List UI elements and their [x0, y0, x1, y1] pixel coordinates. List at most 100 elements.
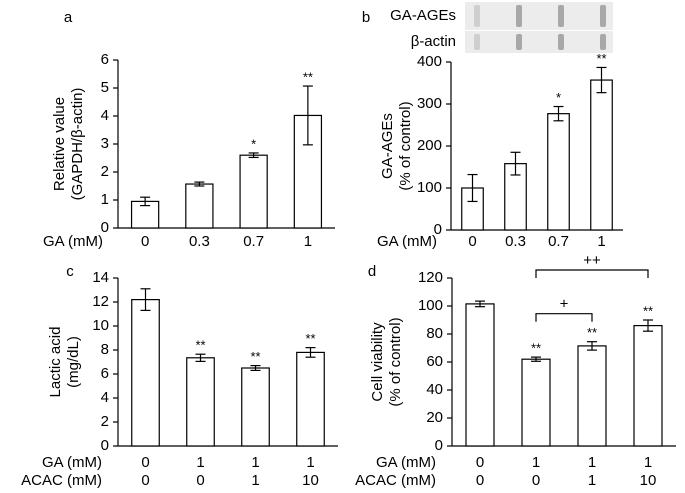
y-tick-label: 3	[101, 135, 109, 152]
significance-label: *	[556, 90, 561, 105]
bar	[465, 303, 495, 447]
panel-label: b	[362, 9, 370, 26]
bar	[186, 357, 215, 447]
y-tick-label: 20	[426, 409, 443, 426]
bar	[521, 358, 551, 447]
significance-label: **	[250, 349, 260, 364]
bar	[547, 113, 570, 231]
significance-label: **	[305, 331, 315, 346]
blot-strip	[465, 31, 613, 53]
y-tick-label: 100	[417, 179, 442, 196]
y-axis-label: (% of control)	[387, 317, 404, 406]
blot-band	[516, 34, 522, 50]
y-tick-label: 2	[101, 163, 109, 180]
x-row-label: GA (mM)	[377, 233, 437, 250]
y-tick-label: 2	[101, 413, 109, 430]
bar	[239, 154, 268, 229]
x-tick-label: 0.7	[243, 233, 264, 250]
y-tick-label: 4	[101, 389, 109, 406]
y-tick-label: 5	[101, 79, 109, 96]
y-tick-label: 8	[101, 341, 109, 358]
x-tick-label: 1	[588, 454, 596, 471]
y-tick-label: 0	[434, 221, 442, 238]
blot-strip	[465, 2, 613, 30]
x-tick-label: 1	[306, 454, 314, 471]
x-row-label: ACAC (mM)	[21, 472, 102, 489]
y-tick-label: 0	[101, 219, 109, 236]
y-tick-label: 0	[435, 437, 443, 454]
y-tick-label: 10	[92, 317, 109, 334]
significance-label: **	[587, 325, 597, 340]
bar	[296, 351, 325, 447]
significance-label: **	[643, 303, 653, 318]
bar	[577, 345, 607, 447]
blot-label: β-actin	[411, 33, 456, 50]
comparison-bracket	[535, 313, 593, 322]
y-tick-label: 40	[426, 381, 443, 398]
y-tick-label: 80	[426, 325, 443, 342]
blot-band	[474, 34, 480, 50]
y-axis-label: Lactic acid	[47, 327, 64, 398]
y-axis-label: (mg/dL)	[65, 336, 82, 388]
x-tick-label: 0	[476, 454, 484, 471]
x-tick-label: 1	[644, 454, 652, 471]
x-tick-label: 1	[597, 233, 605, 250]
y-axis-label: (% of control)	[397, 101, 414, 190]
x-tick-label: 0	[141, 233, 149, 250]
y-tick-label: 0	[101, 437, 109, 454]
bar	[131, 299, 160, 447]
significance-label: **	[303, 69, 313, 84]
x-tick-label: 10	[640, 472, 657, 489]
x-tick-label: 0	[476, 472, 484, 489]
blot-band	[474, 5, 480, 27]
y-tick-label: 1	[101, 191, 109, 208]
comparison-bracket	[535, 269, 649, 278]
x-tick-label: 0	[141, 472, 149, 489]
x-tick-label: 1	[251, 472, 259, 489]
x-tick-label: 1	[196, 454, 204, 471]
panel-label: d	[368, 263, 376, 280]
blot-band	[600, 5, 606, 27]
x-tick-label: 1	[304, 233, 312, 250]
x-row-label: GA (mM)	[376, 454, 436, 471]
y-tick-label: 6	[101, 51, 109, 68]
y-tick-label: 60	[426, 353, 443, 370]
panel-label: c	[66, 263, 74, 280]
bar	[590, 79, 613, 231]
significance-label: **	[596, 51, 606, 66]
x-tick-label: 0.3	[505, 233, 526, 250]
x-tick-label: 1	[251, 454, 259, 471]
bar	[293, 114, 323, 229]
bar	[633, 325, 663, 447]
y-tick-label: 4	[101, 107, 109, 124]
x-tick-label: 10	[302, 472, 319, 489]
bar	[130, 200, 160, 229]
x-tick-label: 0	[141, 454, 149, 471]
bar	[185, 183, 214, 229]
y-tick-label: 100	[418, 297, 443, 314]
blot-band	[558, 34, 564, 50]
y-tick-label: 6	[101, 365, 109, 382]
y-axis-label: (GAPDH/β-actin)	[69, 88, 86, 201]
blot-label: GA-AGEs	[390, 7, 456, 24]
y-tick-label: 200	[417, 137, 442, 154]
y-tick-label: 300	[417, 95, 442, 112]
x-row-label: ACAC (mM)	[355, 472, 436, 489]
x-tick-label: 0	[196, 472, 204, 489]
x-tick-label: 1	[588, 472, 596, 489]
comparison-label: ++	[583, 252, 601, 269]
x-row-label: GA (mM)	[42, 454, 102, 471]
blot-band	[558, 5, 564, 27]
y-axis-label: Relative value	[51, 97, 68, 191]
blot-band	[600, 34, 606, 50]
significance-label: *	[251, 136, 256, 151]
y-tick-label: 400	[417, 53, 442, 70]
y-axis-label: GA-AGEs	[379, 113, 396, 179]
significance-label: **	[195, 338, 205, 353]
y-tick-label: 12	[92, 293, 109, 310]
x-tick-label: 0	[532, 472, 540, 489]
significance-label: **	[531, 341, 541, 356]
x-tick-label: 0	[468, 233, 476, 250]
x-tick-label: 0.7	[548, 233, 569, 250]
